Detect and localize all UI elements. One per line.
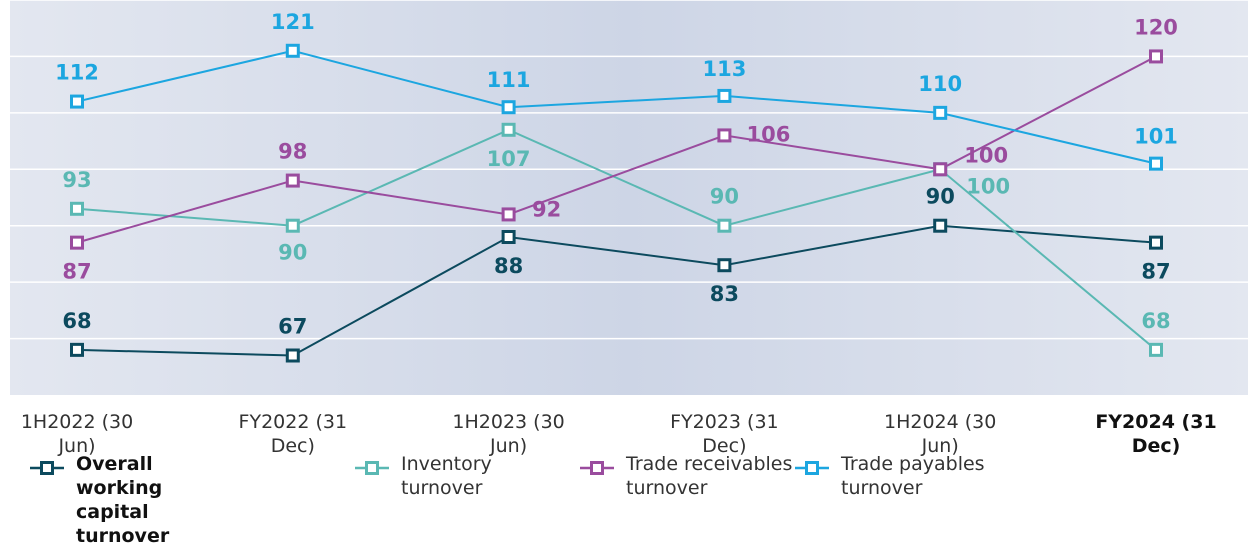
- value-label: 110: [918, 72, 962, 96]
- marker: [717, 218, 732, 233]
- value-label: 113: [702, 57, 746, 81]
- value-label: 90: [710, 185, 739, 209]
- marker: [501, 100, 516, 115]
- value-label: 106: [746, 122, 790, 146]
- legend-icon: [795, 461, 829, 475]
- series-line: [76, 55, 1157, 244]
- legend-label: Trade receivables turnover: [626, 453, 793, 499]
- value-label: 67: [278, 315, 307, 339]
- legend-marker: [40, 461, 54, 475]
- marker: [1149, 156, 1163, 171]
- x-tick-label: 1H2022 (30 Jun): [20, 411, 134, 457]
- marker: [933, 105, 948, 120]
- legend-icon: [355, 461, 389, 475]
- marker: [717, 258, 732, 273]
- plot: 68 67 88 83 90 87 93 90 107 90 100 68 87 98 92 106 100 12…: [10, 0, 1248, 395]
- x-tick-label: FY2023 (31 Dec): [670, 411, 779, 457]
- legend-item: Overall working capital turnover: [30, 452, 236, 548]
- marker: [70, 342, 84, 357]
- value-label: 87: [1141, 260, 1170, 284]
- marker: [1149, 235, 1163, 250]
- marker: [501, 122, 516, 137]
- marker: [285, 348, 300, 363]
- value-label: 121: [271, 10, 315, 34]
- chart: 68 67 88 83 90 87 93 90 107 90 100 68 87 98 92 106 100 12…: [10, 0, 1248, 547]
- marker: [285, 173, 300, 188]
- value-label: 112: [55, 61, 99, 85]
- value-label: 92: [532, 197, 561, 221]
- marker: [501, 230, 516, 244]
- legend-label: Trade payables turnover: [841, 453, 985, 499]
- marker: [70, 94, 84, 109]
- value-label: 120: [1134, 15, 1178, 39]
- marker: [933, 218, 948, 233]
- marker: [933, 162, 948, 177]
- value-label: 111: [487, 68, 531, 92]
- marker: [285, 43, 300, 58]
- value-label: 68: [1141, 309, 1170, 333]
- marker: [1149, 342, 1163, 357]
- legend-item: Inventory turnover: [355, 452, 541, 500]
- series-line: [76, 224, 1157, 357]
- x-tick-label: FY2022 (31 Dec): [238, 411, 348, 457]
- series-line: [76, 128, 1157, 351]
- marker: [70, 201, 84, 216]
- x-tick-label: 1H2024 (30 Jun): [884, 411, 997, 457]
- marker: [717, 128, 732, 143]
- legend-item: Trade receivables turnover: [580, 452, 806, 500]
- x-tick-label: 1H2023 (30 Jun): [452, 411, 565, 457]
- legend-icon: [580, 461, 614, 475]
- legend-marker: [590, 461, 604, 475]
- legend-item: Trade payables turnover: [795, 452, 1021, 500]
- marker: [285, 218, 300, 233]
- legend-icon: [30, 461, 64, 475]
- value-label: 100: [966, 174, 1010, 198]
- series-line: [76, 49, 1157, 165]
- legend-label: Inventory turnover: [401, 453, 492, 499]
- marker: [717, 88, 732, 103]
- value-label: 107: [487, 147, 531, 171]
- value-label: 90: [926, 185, 955, 209]
- plot-background: [10, 0, 1248, 395]
- value-label: 100: [964, 143, 1008, 167]
- value-label: 68: [62, 309, 91, 333]
- value-label: 98: [278, 140, 307, 164]
- value-label: 83: [710, 282, 739, 306]
- value-label: 101: [1134, 125, 1178, 149]
- value-label: 93: [62, 168, 91, 192]
- marker: [501, 207, 516, 222]
- marker: [70, 235, 84, 250]
- marker: [1149, 49, 1163, 64]
- value-label: 88: [494, 254, 523, 278]
- value-label: 90: [278, 241, 307, 265]
- legend-label: Overall working capital turnover: [76, 453, 170, 547]
- x-tick-label: FY2024 (31 Dec): [1095, 411, 1217, 457]
- legend-marker: [365, 461, 379, 475]
- legend-marker: [805, 461, 819, 475]
- value-label: 87: [62, 260, 91, 284]
